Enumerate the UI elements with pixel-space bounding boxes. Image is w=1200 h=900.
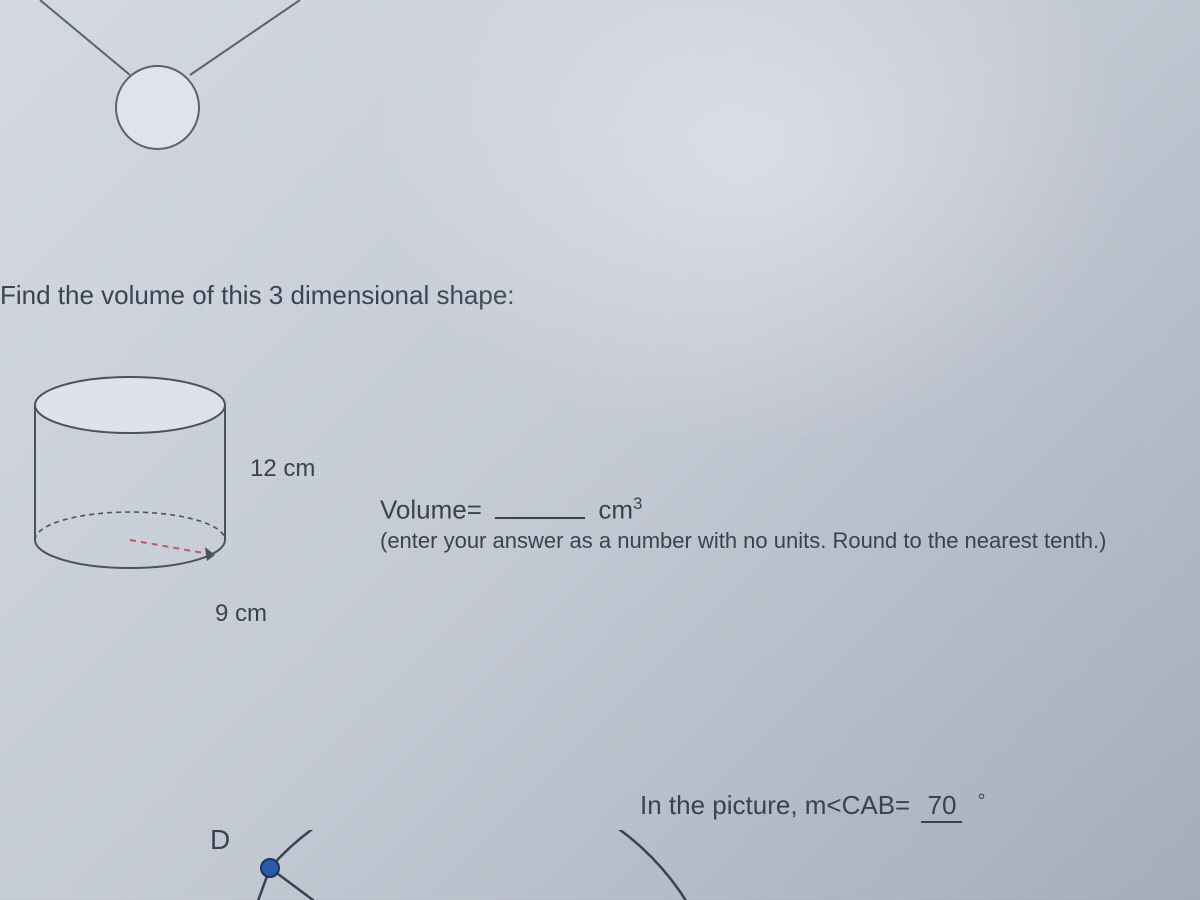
volume-hint: (enter your answer as a number with no u… bbox=[380, 528, 1106, 554]
angle-prefix: In the picture, m<CAB= bbox=[640, 790, 910, 820]
volume-label: Volume= bbox=[380, 495, 482, 525]
radius-label: 9 cm bbox=[215, 600, 267, 628]
volume-answer-blank[interactable] bbox=[495, 490, 585, 519]
next-question-figure bbox=[230, 830, 730, 900]
cylinder-figure bbox=[15, 360, 315, 640]
angle-answer-value[interactable]: 70 bbox=[921, 790, 962, 823]
volume-unit-exponent: 3 bbox=[633, 494, 642, 513]
height-label: 12 cm bbox=[250, 455, 315, 483]
point-d-label: D bbox=[210, 824, 230, 856]
next-question-line: In the picture, m<CAB= 70 ° bbox=[640, 790, 985, 823]
volume-answer-line: Volume= cm3 bbox=[380, 490, 642, 526]
prev-question-circle bbox=[115, 65, 200, 150]
volume-unit-prefix: cm bbox=[598, 495, 633, 525]
question-prompt: Find the volume of this 3 dimensional sh… bbox=[0, 280, 515, 311]
degree-symbol: ° bbox=[978, 790, 986, 812]
